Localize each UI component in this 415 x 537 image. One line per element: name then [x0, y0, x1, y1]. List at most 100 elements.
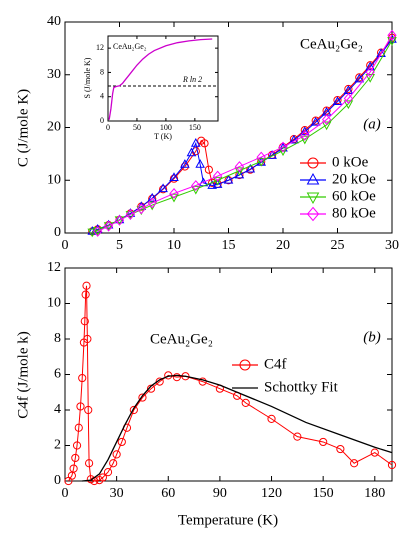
- x-tick-label: 120: [261, 486, 282, 501]
- marker: [293, 432, 302, 441]
- y-tick-label: 12: [96, 43, 104, 52]
- marker: [103, 468, 113, 477]
- marker: [299, 135, 310, 145]
- marker: [370, 448, 379, 457]
- marker: [93, 225, 103, 237]
- y-tick-label: 30: [47, 67, 61, 82]
- y-tick-label: 10: [47, 172, 61, 187]
- y-tick-label: 20: [47, 120, 61, 135]
- marker: [155, 377, 164, 386]
- marker: [190, 185, 201, 195]
- y-tick-label: 8: [54, 331, 61, 346]
- marker: [82, 281, 91, 290]
- marker: [376, 48, 386, 58]
- y-tick-label: 4: [100, 92, 104, 101]
- x-axis-label: Temperature (K): [178, 512, 278, 528]
- x-tick-label: 100: [160, 123, 172, 132]
- marker: [365, 66, 375, 78]
- marker: [223, 174, 234, 184]
- marker: [200, 139, 209, 148]
- marker: [76, 402, 85, 411]
- x-axis-label: T (K): [154, 132, 172, 141]
- marker: [365, 61, 376, 71]
- panel-annotation: (a): [363, 116, 381, 132]
- y-tick-label: 6: [54, 367, 61, 382]
- x-tick-label: 150: [313, 486, 334, 501]
- marker: [191, 180, 201, 191]
- marker: [72, 441, 82, 450]
- series-line: [82, 374, 393, 482]
- marker: [74, 423, 83, 432]
- marker: [84, 459, 94, 468]
- marker: [321, 114, 332, 126]
- marker: [146, 384, 156, 393]
- marker: [365, 74, 376, 83]
- x-tick-label: 90: [213, 486, 227, 501]
- marker: [172, 373, 181, 382]
- marker: [278, 141, 288, 153]
- marker: [169, 172, 179, 181]
- marker: [138, 393, 147, 402]
- marker: [387, 460, 397, 470]
- marker: [332, 96, 343, 106]
- marker: [350, 459, 359, 468]
- y-axis-label: C4f (J/mole k): [15, 331, 31, 419]
- marker: [256, 157, 267, 167]
- x-tick-label: 150: [189, 123, 201, 132]
- y-tick-label: 2: [54, 438, 61, 453]
- marker: [195, 159, 205, 168]
- y-tick-label: 4: [54, 402, 61, 417]
- marker: [278, 147, 288, 157]
- x-tick-label: 180: [364, 486, 385, 501]
- marker: [319, 437, 328, 447]
- series-line: [108, 38, 213, 120]
- panel: 0 50 100 150 0 4 8 12 R ln 2 CeAu₂Ge₂ S (J/mole K)…: [83, 35, 219, 141]
- x-tick-label: 25: [331, 238, 345, 253]
- marker: [81, 290, 90, 299]
- panel-label: CeAu₂Ge₂: [150, 331, 213, 347]
- y-tick-label: 0: [54, 473, 61, 488]
- x-tick-label: 15: [222, 238, 236, 253]
- legend-marker: [307, 157, 319, 169]
- marker: [245, 163, 256, 173]
- y-tick-label: 40: [47, 14, 61, 29]
- marker: [190, 137, 201, 147]
- marker: [83, 334, 92, 344]
- y-tick-label: 8: [100, 67, 104, 76]
- marker: [212, 170, 223, 182]
- marker: [169, 193, 179, 203]
- marker: [98, 473, 107, 482]
- legend-marker: [306, 172, 320, 185]
- legend-label: Schottky Fit: [264, 379, 339, 395]
- marker: [136, 203, 146, 215]
- marker: [321, 121, 332, 131]
- panel-label: CeAu₂Ge₂: [300, 36, 363, 52]
- marker: [212, 176, 223, 186]
- marker: [234, 169, 245, 179]
- marker: [354, 73, 365, 83]
- y-tick-label: 0: [54, 225, 61, 240]
- marker: [256, 151, 266, 163]
- legend-marker: [306, 206, 320, 222]
- y-tick-label: 0: [100, 116, 104, 125]
- marker: [169, 187, 179, 199]
- marker: [387, 29, 397, 41]
- legend-marker: [239, 359, 251, 371]
- marker: [112, 450, 121, 459]
- legend-label: 60 kOe: [332, 188, 376, 204]
- panel-label: CeAu₂Ge₂: [113, 42, 147, 51]
- marker: [343, 100, 354, 110]
- x-tick-label: 0: [62, 486, 69, 501]
- marker: [310, 116, 321, 126]
- marker: [114, 216, 125, 226]
- y-axis-label: S (J/mole K): [83, 57, 92, 98]
- y-axis-label: C (J/mole K): [15, 89, 31, 167]
- x-tick-label: 30: [110, 486, 124, 501]
- marker: [103, 222, 114, 231]
- marker: [180, 159, 190, 168]
- plot-frame: [64, 267, 393, 482]
- marker: [158, 183, 168, 193]
- marker: [299, 126, 310, 136]
- plot-frame: [107, 35, 219, 122]
